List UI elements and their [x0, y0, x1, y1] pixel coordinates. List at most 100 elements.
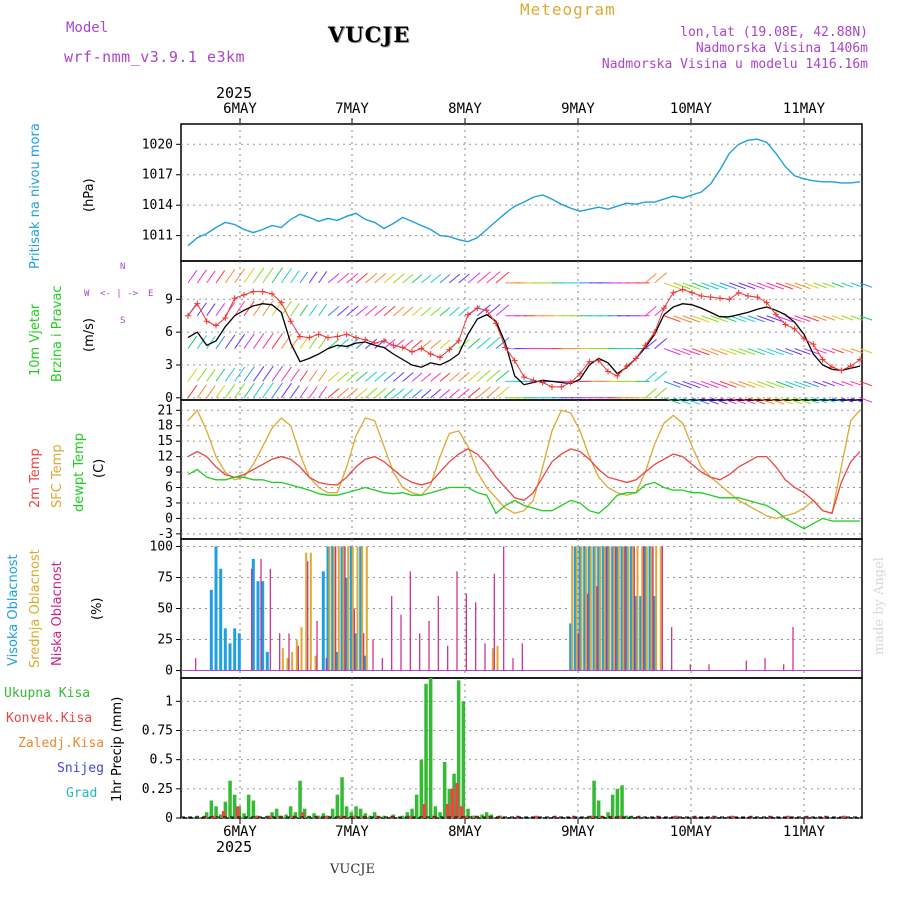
wind-barb-1-6 — [215, 368, 226, 382]
cloud-bar-niska-6 — [297, 645, 299, 671]
cloud-bar-niska-19 — [419, 633, 421, 671]
cloud-bar-visoka-17 — [326, 546, 330, 671]
wind-barb-3-30 — [327, 306, 340, 317]
wind-barb-4-6 — [215, 270, 226, 284]
cloud-bar-niska-58 — [783, 664, 785, 671]
cloud-bar-visoka-9 — [256, 581, 260, 671]
wind-barb-2-48 — [411, 339, 423, 349]
wind-barb-2-44 — [393, 339, 405, 349]
wind-barb-4-116 — [729, 282, 746, 290]
cloud-bar-visoka-18 — [331, 546, 335, 671]
wind-ytick-label-3: 9 — [165, 292, 173, 307]
cloud-bar-visoka-37 — [615, 546, 619, 671]
gust-marker-38 — [539, 379, 546, 386]
wind-barb-0-48 — [411, 389, 423, 399]
gust-marker-30 — [465, 311, 471, 318]
cloud-bar-niska-11 — [344, 546, 346, 671]
wind-barb-0-2 — [196, 384, 207, 399]
wind-barb-1-58 — [458, 372, 470, 382]
gust-marker-40 — [558, 383, 565, 390]
gust-marker-63 — [773, 311, 779, 318]
wind-barb-2-130 — [794, 348, 811, 355]
wind-barb-1-2 — [196, 368, 207, 382]
precip-bar-0-46 — [433, 806, 438, 818]
cloud-bar-visoka-42 — [639, 596, 643, 671]
cloud-bar-niska-12 — [353, 608, 355, 671]
x-day-label-bottom-0: 6MAY — [223, 824, 257, 840]
cloud-bar-niska-10 — [335, 546, 337, 671]
wind-barb-4-28 — [318, 271, 328, 284]
cloud-bar-srednja-26 — [603, 546, 606, 671]
x-day-label-bottom-4: 10MAY — [670, 824, 713, 840]
wind-barb-1-138 — [831, 380, 844, 387]
precip-bar-1-20 — [445, 804, 450, 818]
wind-barb-0-130 — [794, 397, 811, 405]
wind-barb-0-144 — [859, 397, 873, 403]
precip-bar-0-28 — [335, 794, 340, 818]
precip-bar-0-14 — [270, 812, 274, 818]
wind-barb-0-102 — [663, 397, 681, 405]
wind-barb-3-24 — [299, 304, 309, 317]
wind-barb-1-122 — [757, 380, 775, 389]
precip-bar-1-44 — [786, 815, 791, 818]
gust-marker-69 — [829, 364, 835, 371]
cloud-bar-visoka-4 — [228, 643, 232, 671]
precip-bar-1-32 — [590, 815, 595, 818]
cloud-bar-visoka-2 — [219, 568, 223, 671]
wind-barb-0-54 — [439, 389, 451, 399]
cloud-bar-niska-28 — [503, 546, 505, 671]
gust-marker-11 — [287, 318, 294, 325]
cloud-bar-srednja-3 — [295, 639, 298, 671]
wind-barb-0-32 — [337, 387, 350, 399]
x-day-label-top-1: 7MAY — [335, 101, 369, 117]
wind-barb-1-132 — [803, 380, 819, 388]
wind-barb-1-44 — [393, 372, 405, 382]
wind-barb-2-12 — [243, 333, 255, 349]
gust-marker-7 — [250, 288, 257, 295]
wind-barb-3-42 — [383, 305, 396, 317]
wind-barb-2-116 — [729, 348, 746, 355]
cloud-bar-niska-0 — [195, 658, 197, 671]
precip-bar-0-19 — [293, 812, 298, 818]
wind-barb-1-130 — [794, 380, 811, 388]
wind-barb-3-112 — [710, 315, 728, 323]
cloud-bar-visoka-32 — [592, 546, 596, 671]
wind-barb-3-46 — [402, 306, 414, 317]
wind-barb-4-140 — [841, 282, 854, 288]
wind-barb-0-64 — [486, 386, 501, 399]
cloud-bar-visoka-33 — [597, 546, 601, 671]
wind-barb-4-114 — [719, 282, 737, 290]
elevation-label: Nadmorska Visina 1406m — [695, 41, 868, 56]
pressure-ytick-label-3: 1020 — [142, 137, 173, 152]
cloud-bar-srednja-37 — [655, 546, 658, 671]
precip-bar-0-44 — [424, 683, 428, 818]
wind-barb-3-108 — [691, 315, 710, 323]
precip-ytick-label-3: 0.75 — [142, 724, 173, 739]
cloud-bar-visoka-3 — [223, 628, 227, 671]
wind-barb-1-18 — [271, 365, 284, 382]
cloud-bar-srednja-17 — [491, 648, 494, 671]
cloud-bar-visoka-25 — [363, 655, 367, 671]
gust-marker-23 — [399, 344, 406, 351]
cloud-bar-srednja-20 — [575, 546, 578, 671]
gust-marker-71 — [847, 363, 854, 370]
cloud-bar-visoka-21 — [345, 577, 349, 671]
wind-barb-0-120 — [747, 397, 765, 405]
gust-marker-10 — [278, 299, 285, 306]
wind-barb-0-20 — [280, 382, 292, 399]
wind-ytick-label-1: 3 — [165, 358, 173, 373]
wind-barb-0-6 — [215, 385, 226, 399]
wind-barb-1-32 — [337, 371, 350, 382]
wind-barb-4-42 — [383, 273, 396, 284]
wind-barb-3-126 — [775, 315, 794, 323]
wind-barb-2-114 — [719, 348, 737, 355]
wind-barb-2-134 — [813, 348, 827, 354]
cloud-bar-visoka-41 — [634, 596, 638, 671]
wind-barb-4-132 — [803, 282, 819, 289]
precip-bar-1-38 — [674, 815, 679, 818]
wind-barb-2-120 — [747, 348, 765, 356]
gust-marker-21 — [381, 337, 387, 344]
gust-marker-42 — [577, 370, 583, 377]
cloud-bar-visoka-45 — [653, 596, 657, 671]
gust-marker-43 — [586, 358, 593, 365]
